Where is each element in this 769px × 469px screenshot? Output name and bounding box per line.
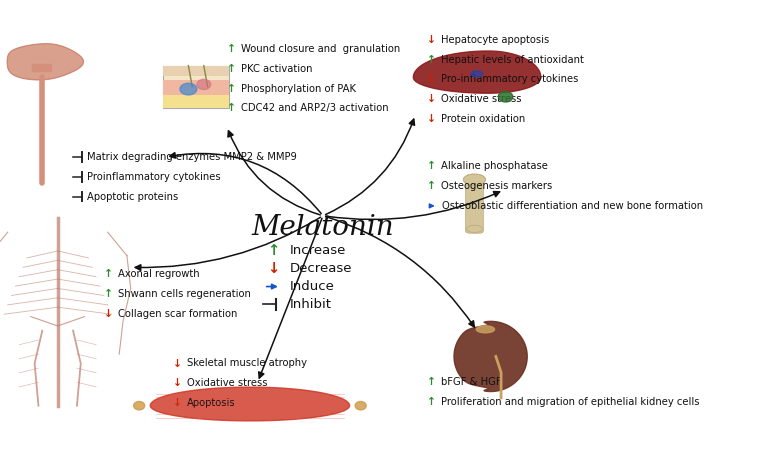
Polygon shape: [7, 44, 83, 80]
Text: ↑: ↑: [227, 83, 236, 94]
Text: bFGF & HGF: bFGF & HGF: [441, 377, 501, 387]
Ellipse shape: [355, 401, 366, 410]
Text: ↓: ↓: [427, 94, 436, 104]
Text: Skeletal muscle atrophy: Skeletal muscle atrophy: [187, 358, 307, 369]
Text: ↓: ↓: [427, 35, 436, 45]
Text: Collagen scar formation: Collagen scar formation: [118, 309, 237, 319]
Text: ↓: ↓: [427, 74, 436, 84]
Text: ↑: ↑: [227, 103, 236, 113]
Text: Hepatocyte apoptosis: Hepatocyte apoptosis: [441, 35, 549, 45]
Text: Apoptotic proteins: Apoptotic proteins: [87, 191, 178, 202]
Ellipse shape: [134, 401, 145, 410]
Text: Proinflammatory cytokines: Proinflammatory cytokines: [87, 172, 221, 182]
Text: ↑: ↑: [104, 289, 113, 299]
Text: ↑: ↑: [427, 181, 436, 191]
Text: ↓: ↓: [173, 358, 182, 369]
Text: Wound closure and  granulation: Wound closure and granulation: [241, 44, 400, 54]
Text: Inhibit: Inhibit: [290, 298, 332, 311]
Text: Osteogenesis markers: Osteogenesis markers: [441, 181, 552, 191]
Text: ↓: ↓: [267, 261, 279, 276]
Text: Shwann cells regeneration: Shwann cells regeneration: [118, 289, 251, 299]
Text: Protein oxidation: Protein oxidation: [441, 113, 525, 124]
Text: Proliferation and migration of epithelial kidney cells: Proliferation and migration of epithelia…: [441, 397, 699, 407]
Text: Matrix degrading enzymes MMP2 & MMP9: Matrix degrading enzymes MMP2 & MMP9: [87, 152, 297, 162]
Text: Melatonin: Melatonin: [251, 214, 394, 241]
Text: Alkaline phosphatase: Alkaline phosphatase: [441, 161, 548, 172]
Ellipse shape: [464, 174, 485, 185]
Text: Hepatic levels of antioxidant: Hepatic levels of antioxidant: [441, 54, 584, 65]
FancyBboxPatch shape: [163, 66, 229, 108]
FancyBboxPatch shape: [163, 95, 229, 108]
Polygon shape: [454, 321, 528, 392]
Ellipse shape: [476, 326, 494, 333]
Text: Oxidative stress: Oxidative stress: [441, 94, 521, 104]
Text: ↑: ↑: [104, 269, 113, 280]
Text: Induce: Induce: [290, 280, 335, 293]
Polygon shape: [150, 387, 350, 421]
Text: ↓: ↓: [173, 398, 182, 408]
Ellipse shape: [498, 91, 513, 102]
Text: ↑: ↑: [227, 64, 236, 74]
Text: Increase: Increase: [290, 244, 346, 257]
Text: ↑: ↑: [427, 161, 436, 172]
Ellipse shape: [180, 83, 197, 95]
Polygon shape: [414, 51, 541, 93]
Text: ↑: ↑: [427, 377, 436, 387]
Text: Phosphorylation of PAK: Phosphorylation of PAK: [241, 83, 356, 94]
Text: Axonal regrowth: Axonal regrowth: [118, 269, 199, 280]
Text: ↑: ↑: [427, 54, 436, 65]
Text: Pro-inflammatory cytokines: Pro-inflammatory cytokines: [441, 74, 578, 84]
Text: ↓: ↓: [104, 309, 113, 319]
FancyBboxPatch shape: [466, 175, 484, 233]
Text: Apoptosis: Apoptosis: [187, 398, 235, 408]
Ellipse shape: [471, 71, 483, 77]
Text: Osteoblastic differentiation and new bone formation: Osteoblastic differentiation and new bon…: [442, 201, 704, 211]
Text: ↑: ↑: [227, 44, 236, 54]
Text: Oxidative stress: Oxidative stress: [187, 378, 268, 388]
Text: Decrease: Decrease: [290, 262, 352, 275]
Text: ↑: ↑: [267, 243, 279, 258]
FancyBboxPatch shape: [163, 81, 229, 95]
FancyBboxPatch shape: [163, 66, 229, 76]
Ellipse shape: [197, 79, 211, 90]
Ellipse shape: [467, 225, 482, 233]
Text: PKC activation: PKC activation: [241, 64, 312, 74]
Text: ↓: ↓: [173, 378, 182, 388]
Text: CDC42 and ARP2/3 activation: CDC42 and ARP2/3 activation: [241, 103, 388, 113]
Text: ↓: ↓: [427, 113, 436, 124]
Text: ↑: ↑: [427, 397, 436, 407]
